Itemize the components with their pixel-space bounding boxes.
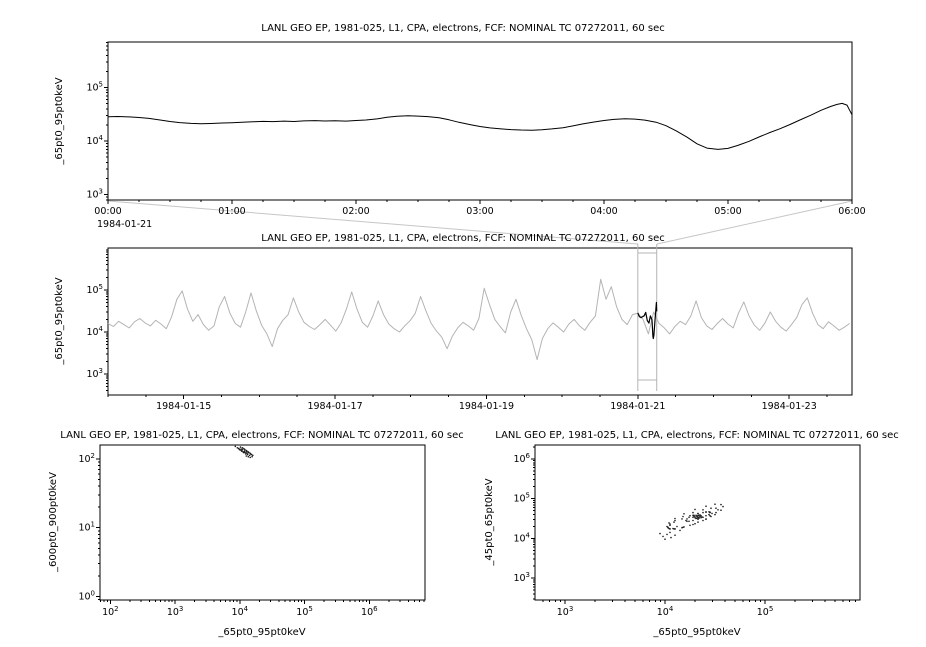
svg-text:105: 105 [296,605,313,618]
x-axis-label: _65pt0_95pt0keV [652,627,740,638]
plot-frame [107,247,853,396]
svg-text:104: 104 [657,605,674,618]
chart-title: LANL GEO EP, 1981-025, L1, CPA, electron… [261,23,664,34]
svg-text:03:00: 03:00 [466,206,493,217]
y-axis-label: _65pt0_95pt0keV [54,77,65,165]
plot-area-scatter-left[interactable]: 102 103 104 105 106 100 101 102 [78,444,426,618]
y-axis-label: _600pt0_900pt0keV [48,472,59,573]
highlight-line [637,301,658,340]
y-axis-label: _45pt0_65pt0keV [484,478,495,566]
plot-frame [534,444,861,601]
svg-text:105: 105 [757,605,774,618]
svg-text:105: 105 [86,283,103,296]
svg-text:1984-01-15: 1984-01-15 [156,401,211,412]
svg-text:104: 104 [513,531,530,544]
svg-text:1984-01-17: 1984-01-17 [307,401,362,412]
chart-overview-timeseries: LANL GEO EP, 1981-025, L1, CPA, electron… [0,228,926,428]
scatter-points [234,445,254,459]
svg-text:04:00: 04:00 [590,206,617,217]
plot-frame [99,444,426,601]
chart-title: LANL GEO EP, 1981-025, L1, CPA, electron… [60,430,463,441]
svg-text:103: 103 [557,605,574,618]
svg-text:103: 103 [513,571,530,584]
svg-text:106: 106 [361,605,378,618]
svg-text:102: 102 [102,605,119,618]
chart-scatter-600-900: LANL GEO EP, 1981-025, L1, CPA, electron… [0,428,463,647]
svg-text:104: 104 [86,325,103,338]
svg-text:1984-01-23: 1984-01-23 [762,401,817,412]
x-axis-label: _65pt0_95pt0keV [217,627,305,638]
scatter-points [659,503,724,540]
svg-text:106: 106 [513,452,530,465]
svg-text:100: 100 [78,590,95,603]
svg-text:102: 102 [78,452,95,465]
y-axis-label: _65pt0_95pt0keV [54,277,65,365]
plot-area-zoomed[interactable]: 00:00 01:00 02:00 03:00 04:00 05:00 06:00 103 10… [86,41,866,217]
chart-title: LANL GEO EP, 1981-025, L1, CPA, electron… [261,233,664,244]
svg-text:103: 103 [167,605,184,618]
svg-text:103: 103 [86,367,103,380]
svg-text:00:00: 00:00 [94,206,121,217]
svg-text:1984-01-19: 1984-01-19 [459,401,514,412]
svg-text:05:00: 05:00 [714,206,741,217]
x-axis-date-label: 1984-01-21 [97,219,152,228]
svg-text:06:00: 06:00 [838,206,865,217]
svg-text:104: 104 [232,605,249,618]
svg-text:105: 105 [86,81,103,94]
plot-area-overview[interactable]: 1984-01-15 1984-01-17 1984-01-19 1984-01-21… [86,244,853,412]
svg-text:01:00: 01:00 [218,206,245,217]
chart-title: LANL GEO EP, 1981-025, L1, CPA, electron… [495,430,898,441]
svg-text:101: 101 [78,521,95,534]
plot-area-scatter-right[interactable]: 103 104 105 103 104 105 106 [513,444,861,618]
data-line [107,102,853,150]
svg-text:02:00: 02:00 [342,206,369,217]
chart-scatter-45-65: LANL GEO EP, 1981-025, L1, CPA, electron… [463,428,926,647]
svg-text:105: 105 [513,492,530,505]
chart-zoomed-timeseries: LANL GEO EP, 1981-025, L1, CPA, electron… [0,0,926,228]
plot-frame [107,41,853,201]
svg-text:1984-01-21: 1984-01-21 [610,401,665,412]
svg-text:103: 103 [86,188,103,201]
svg-text:104: 104 [86,134,103,147]
data-line [107,278,850,361]
